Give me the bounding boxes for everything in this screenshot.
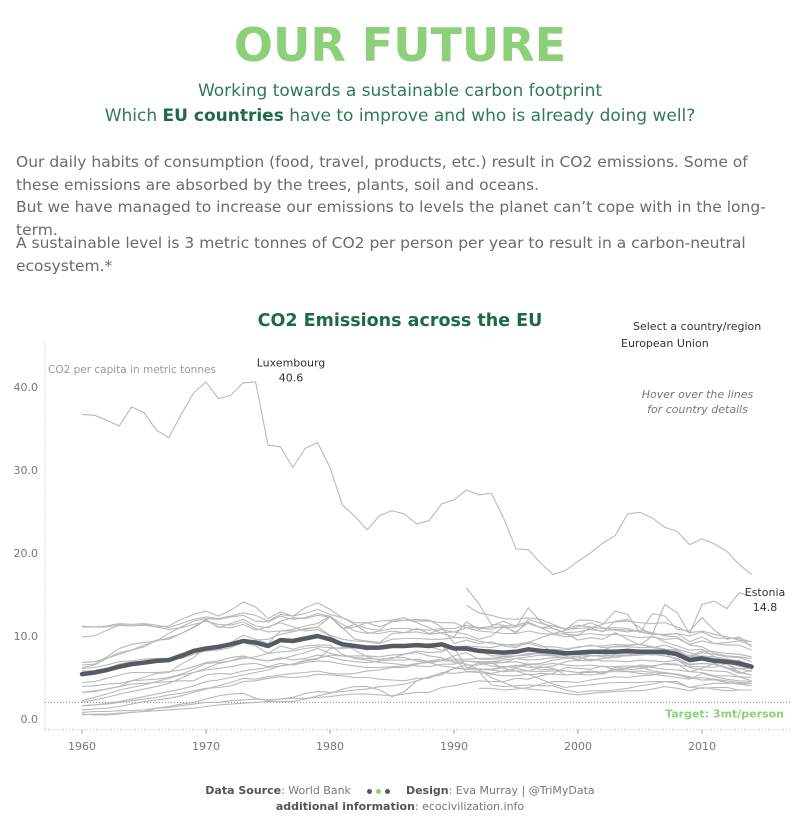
target-label: Target: 3mt/person bbox=[665, 707, 784, 720]
footer-dot-3 bbox=[384, 788, 390, 794]
footer-dot-2 bbox=[375, 788, 381, 794]
annotation-luxembourg-value: 40.6 bbox=[279, 372, 304, 385]
country-line-malta bbox=[81, 662, 752, 716]
y-tick-label: 10.0 bbox=[14, 630, 39, 643]
x-tick-label: 2010 bbox=[688, 740, 716, 753]
intro-text-1: Our daily habits of consumption (food, t… bbox=[16, 153, 748, 194]
chart-labels: 0.0 10.0 20.0 30.0 40.0 1960 1970 1980 1990 2000 2… bbox=[14, 357, 786, 753]
y-tick-label: 0.0 bbox=[21, 713, 39, 726]
footer-info: additional information: ecocivilization.… bbox=[0, 800, 800, 813]
country-line-slovakia bbox=[478, 649, 752, 673]
intro-text-1b: But we have managed to increase our emis… bbox=[16, 198, 766, 239]
hover-hint: Hover over the lines for country details bbox=[620, 387, 775, 417]
source-value: : World Bank bbox=[281, 784, 351, 797]
country-line-hungary bbox=[81, 652, 752, 693]
y-tick-label: 30.0 bbox=[14, 464, 39, 477]
design-label: Design bbox=[405, 784, 449, 797]
footer-dot-1 bbox=[366, 788, 372, 794]
country-line-france bbox=[82, 642, 752, 682]
country-line-ireland bbox=[81, 622, 752, 688]
intro-paragraph-1: Our daily habits of consumption (food, t… bbox=[16, 151, 786, 241]
country-line-czech-republic bbox=[466, 604, 752, 643]
hover-hint-line1: Hover over the lines bbox=[641, 388, 754, 401]
page-title: OUR FUTURE bbox=[233, 18, 567, 72]
country-line-greece bbox=[81, 643, 752, 711]
intro-paragraph-2: A sustainable level is 3 metric tonnes o… bbox=[16, 234, 746, 275]
hover-hint-line2: for country details bbox=[647, 403, 748, 416]
y-axis-title: CO2 per capita in metric tonnes bbox=[48, 364, 216, 376]
info-label: additional information bbox=[275, 800, 415, 813]
country-line-portugal bbox=[81, 665, 752, 713]
annotation-estonia-value: 14.8 bbox=[753, 601, 778, 614]
x-tick-label: 1980 bbox=[316, 740, 344, 753]
x-tick-label: 2000 bbox=[564, 740, 592, 753]
country-line-united-kingdom bbox=[81, 620, 752, 666]
subtitle-line2: Which EU countries have to improve and w… bbox=[0, 106, 800, 126]
subtitle-bold: EU countries bbox=[162, 106, 284, 126]
y-tick-label: 40.0 bbox=[14, 381, 39, 394]
footer-credits: Data Source: World Bank Design: Eva Murr… bbox=[0, 784, 800, 797]
country-line-estonia bbox=[465, 587, 752, 636]
country-line-germany bbox=[82, 608, 752, 646]
country-line-denmark bbox=[81, 606, 752, 669]
country-select-dropdown[interactable]: European Union bbox=[621, 337, 709, 350]
x-tick-label: 1990 bbox=[440, 740, 468, 753]
subtitle-line1: Working towards a sustainable carbon foo… bbox=[197, 81, 603, 101]
annotation-estonia-name: Estonia bbox=[745, 586, 786, 599]
country-line-croatia bbox=[478, 671, 752, 691]
country-line-lithuania bbox=[478, 671, 752, 693]
highlight-line-group bbox=[79, 633, 754, 677]
info-link[interactable]: : ecocivilization.info bbox=[414, 800, 525, 813]
y-tick-label: 20.0 bbox=[14, 547, 39, 560]
country-select-label: Select a country/region bbox=[633, 320, 762, 333]
country-line-sweden bbox=[81, 619, 752, 683]
highlight-line-european-union bbox=[79, 633, 754, 677]
x-tick-label: 1970 bbox=[192, 740, 220, 753]
country-line-finland bbox=[81, 610, 752, 693]
x-tick-label: 1960 bbox=[68, 740, 96, 753]
axes bbox=[44, 341, 790, 734]
subtitle-pre: Which bbox=[104, 106, 163, 126]
country-lines bbox=[81, 381, 752, 716]
source-label: Data Source bbox=[205, 784, 282, 797]
annotation-luxembourg-name: Luxembourg bbox=[257, 357, 326, 370]
co2-line-chart: 0.0 10.0 20.0 30.0 40.0 1960 1970 1980 1990 2000 2… bbox=[14, 341, 790, 753]
country-line-luxembourg bbox=[81, 381, 752, 576]
design-value: : Eva Murray | @TriMyData bbox=[448, 784, 595, 797]
subtitle-post: have to improve and who is already doing… bbox=[283, 106, 696, 126]
chart-title: CO2 Emissions across the EU bbox=[257, 311, 543, 331]
